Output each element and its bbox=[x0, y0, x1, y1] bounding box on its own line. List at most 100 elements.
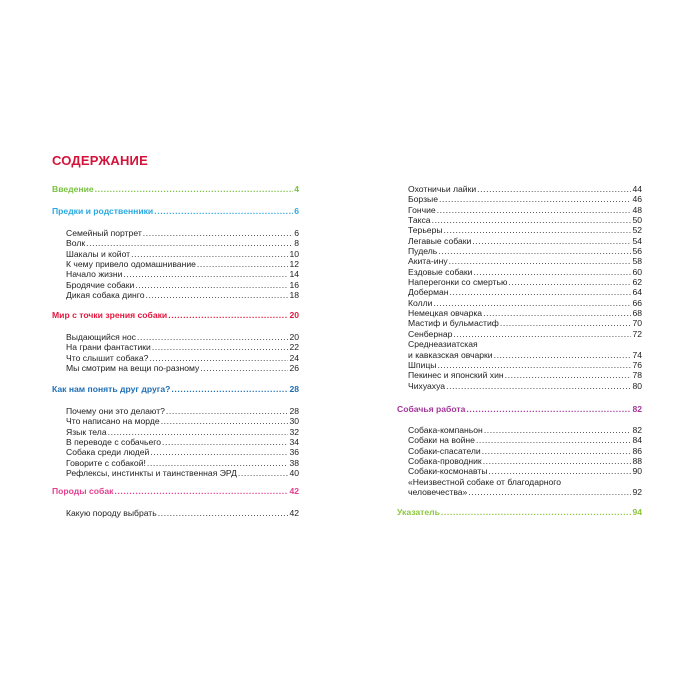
toc-entry[interactable]: Такса 50 bbox=[408, 215, 642, 225]
toc-entry[interactable]: Доберман 64 bbox=[408, 287, 642, 297]
toc-entry[interactable]: Начало жизни 14 bbox=[66, 269, 299, 279]
toc-entry[interactable]: Собака среди людей 36 bbox=[66, 447, 299, 457]
entry-title: В переводе с собачьего bbox=[66, 437, 161, 448]
dot-leader bbox=[450, 287, 632, 297]
toc-entry[interactable]: Что слышит собака? 24 bbox=[66, 353, 299, 363]
dot-leader bbox=[484, 425, 632, 435]
dot-leader bbox=[137, 332, 288, 342]
section-heading[interactable]: Предки и родственники 6 bbox=[52, 206, 299, 216]
dot-leader bbox=[438, 246, 631, 256]
toc-entry[interactable]: Какую породу выбрать 42 bbox=[66, 508, 299, 518]
entry-title-line: «Неизвестной собаке от благодарного bbox=[408, 476, 562, 487]
entry-title: Указатель bbox=[397, 507, 440, 517]
section-heading[interactable]: Собачья работа 82 bbox=[397, 404, 642, 414]
toc-entry[interactable]: Говорите с собакой! 38 bbox=[66, 458, 299, 468]
page-number: 74 bbox=[632, 349, 642, 360]
toc-entry[interactable]: Собаки-космонавты 90 bbox=[408, 466, 642, 476]
toc-entry[interactable]: Чихуахуа 80 bbox=[408, 381, 642, 391]
toc-entry[interactable]: Гончие 48 bbox=[408, 205, 642, 215]
entry-title: Немецкая овчарка bbox=[408, 308, 483, 319]
toc-entry[interactable]: Легавые собаки 54 bbox=[408, 236, 642, 246]
toc-entry[interactable]: Немецкая овчарка 68 bbox=[408, 308, 642, 318]
toc-entry[interactable]: Выдающийся нос 20 bbox=[66, 332, 299, 342]
entry-title: Мастиф и бульмастиф bbox=[408, 318, 499, 329]
toc-entry[interactable]: Охотничьи лайки 44 bbox=[408, 184, 642, 194]
page-number: 28 bbox=[289, 406, 299, 416]
dot-leader bbox=[238, 468, 289, 478]
dot-leader bbox=[143, 228, 293, 238]
toc-entry[interactable]: Сенбернар 72 bbox=[408, 329, 642, 339]
entry-title: Колли bbox=[408, 297, 433, 308]
page-number: 20 bbox=[289, 332, 299, 342]
dot-leader bbox=[114, 486, 288, 496]
page-number: 50 bbox=[632, 215, 642, 226]
dot-leader bbox=[439, 194, 631, 204]
dot-leader bbox=[500, 318, 632, 328]
toc-entry[interactable]: На грани фантастики 22 bbox=[66, 342, 299, 352]
toc-entry[interactable]: В переводе с собачьего 34 bbox=[66, 437, 299, 447]
entry-title: Ездовые собаки bbox=[408, 266, 473, 277]
subsection-list: Какую породу выбрать 42 bbox=[66, 508, 299, 518]
toc-entry[interactable]: Язык тела 32 bbox=[66, 427, 299, 437]
toc-entry[interactable]: Собаки на войне 84 bbox=[408, 435, 642, 445]
page-number: 56 bbox=[632, 246, 642, 257]
dot-leader bbox=[86, 238, 293, 248]
toc-entry[interactable]: Собака-проводник 88 bbox=[408, 456, 642, 466]
page-number: 28 bbox=[289, 384, 299, 394]
toc-entry[interactable]: Колли 66 bbox=[408, 298, 642, 308]
section-heading[interactable]: Указатель 94 bbox=[397, 507, 642, 517]
entry-title: Собаки-космонавты bbox=[408, 466, 488, 477]
toc-entry[interactable]: Почему они это делают? 28 bbox=[66, 406, 299, 416]
toc-entry[interactable]: Что написано на морде 30 bbox=[66, 416, 299, 426]
entry-title: Рефлексы, инстинкты и таинственная ЭРД bbox=[66, 468, 237, 479]
page-number: 62 bbox=[632, 277, 642, 288]
toc-entry[interactable]: Пекинес и японский хин 78 bbox=[408, 370, 642, 380]
page-number: 18 bbox=[289, 290, 299, 301]
toc-entry[interactable]: Собаки-спасатели 86 bbox=[408, 446, 642, 456]
toc-entry[interactable]: Шакалы и койот 10 bbox=[66, 249, 299, 259]
toc-entry[interactable]: и кавказская овчарки 74 bbox=[408, 350, 642, 360]
section-heading[interactable]: Породы собак 42 bbox=[52, 486, 299, 496]
section-heading[interactable]: Как нам понять друг друга? 28 bbox=[52, 384, 299, 394]
toc-entry[interactable]: Акита-ину 58 bbox=[408, 256, 642, 266]
toc-entry[interactable]: Волк 8 bbox=[66, 238, 299, 248]
section-heading[interactable]: Введение 4 bbox=[52, 184, 299, 194]
toc-entry[interactable]: Наперегонки со смертью 62 bbox=[408, 277, 642, 287]
toc-entry[interactable]: К чему привело одомашнивание 12 bbox=[66, 259, 299, 269]
toc-entry[interactable]: Пудель 56 bbox=[408, 246, 642, 256]
page-number: 70 bbox=[632, 318, 642, 329]
page-number: 58 bbox=[632, 256, 642, 267]
toc-entry[interactable]: Шпицы 76 bbox=[408, 360, 642, 370]
dot-leader bbox=[508, 277, 631, 287]
toc-entry[interactable]: человечества» 92 bbox=[408, 487, 642, 497]
toc-entry[interactable]: Собака-компаньон 82 bbox=[408, 425, 642, 435]
page-number: 68 bbox=[632, 308, 642, 319]
entry-title: Пудель bbox=[408, 246, 438, 257]
dot-leader bbox=[147, 458, 289, 468]
page-number: 52 bbox=[632, 225, 642, 236]
toc-entry[interactable]: Рефлексы, инстинкты и таинственная ЭРД 40 bbox=[66, 468, 299, 478]
entry-title: Охотничьи лайки bbox=[408, 184, 477, 194]
entry-title: Доберман bbox=[408, 287, 449, 298]
toc-entry[interactable]: Терьеры 52 bbox=[408, 225, 642, 235]
toc-entry[interactable]: Мы смотрим на вещи по-разному 26 bbox=[66, 363, 299, 373]
page-number: 34 bbox=[289, 437, 299, 448]
page-number: 30 bbox=[289, 416, 299, 427]
subsection-list: Семейный портрет6Волк8Шакалы и койот10К … bbox=[66, 228, 299, 300]
dot-leader bbox=[197, 259, 289, 269]
section-3: Как нам понять друг друга? 28 bbox=[52, 384, 299, 394]
dot-leader bbox=[171, 384, 288, 394]
dot-leader bbox=[108, 427, 289, 437]
dot-leader bbox=[168, 310, 288, 320]
section-heading[interactable]: Мир с точки зрения собаки 20 bbox=[52, 310, 299, 320]
entry-title: Терьеры bbox=[408, 225, 443, 236]
toc-entry[interactable]: Бродячие собаки 16 bbox=[66, 280, 299, 290]
toc-entry[interactable]: Семейный портрет 6 bbox=[66, 228, 299, 238]
toc-entry[interactable]: Мастиф и бульмастиф 70 bbox=[408, 318, 642, 328]
dot-leader bbox=[453, 329, 631, 339]
toc-entry[interactable]: Борзые 46 bbox=[408, 194, 642, 204]
dot-leader bbox=[166, 406, 289, 416]
page-number: 6 bbox=[294, 206, 299, 216]
toc-entry[interactable]: Ездовые собаки 60 bbox=[408, 267, 642, 277]
toc-entry[interactable]: Дикая собака динго 18 bbox=[66, 290, 299, 300]
